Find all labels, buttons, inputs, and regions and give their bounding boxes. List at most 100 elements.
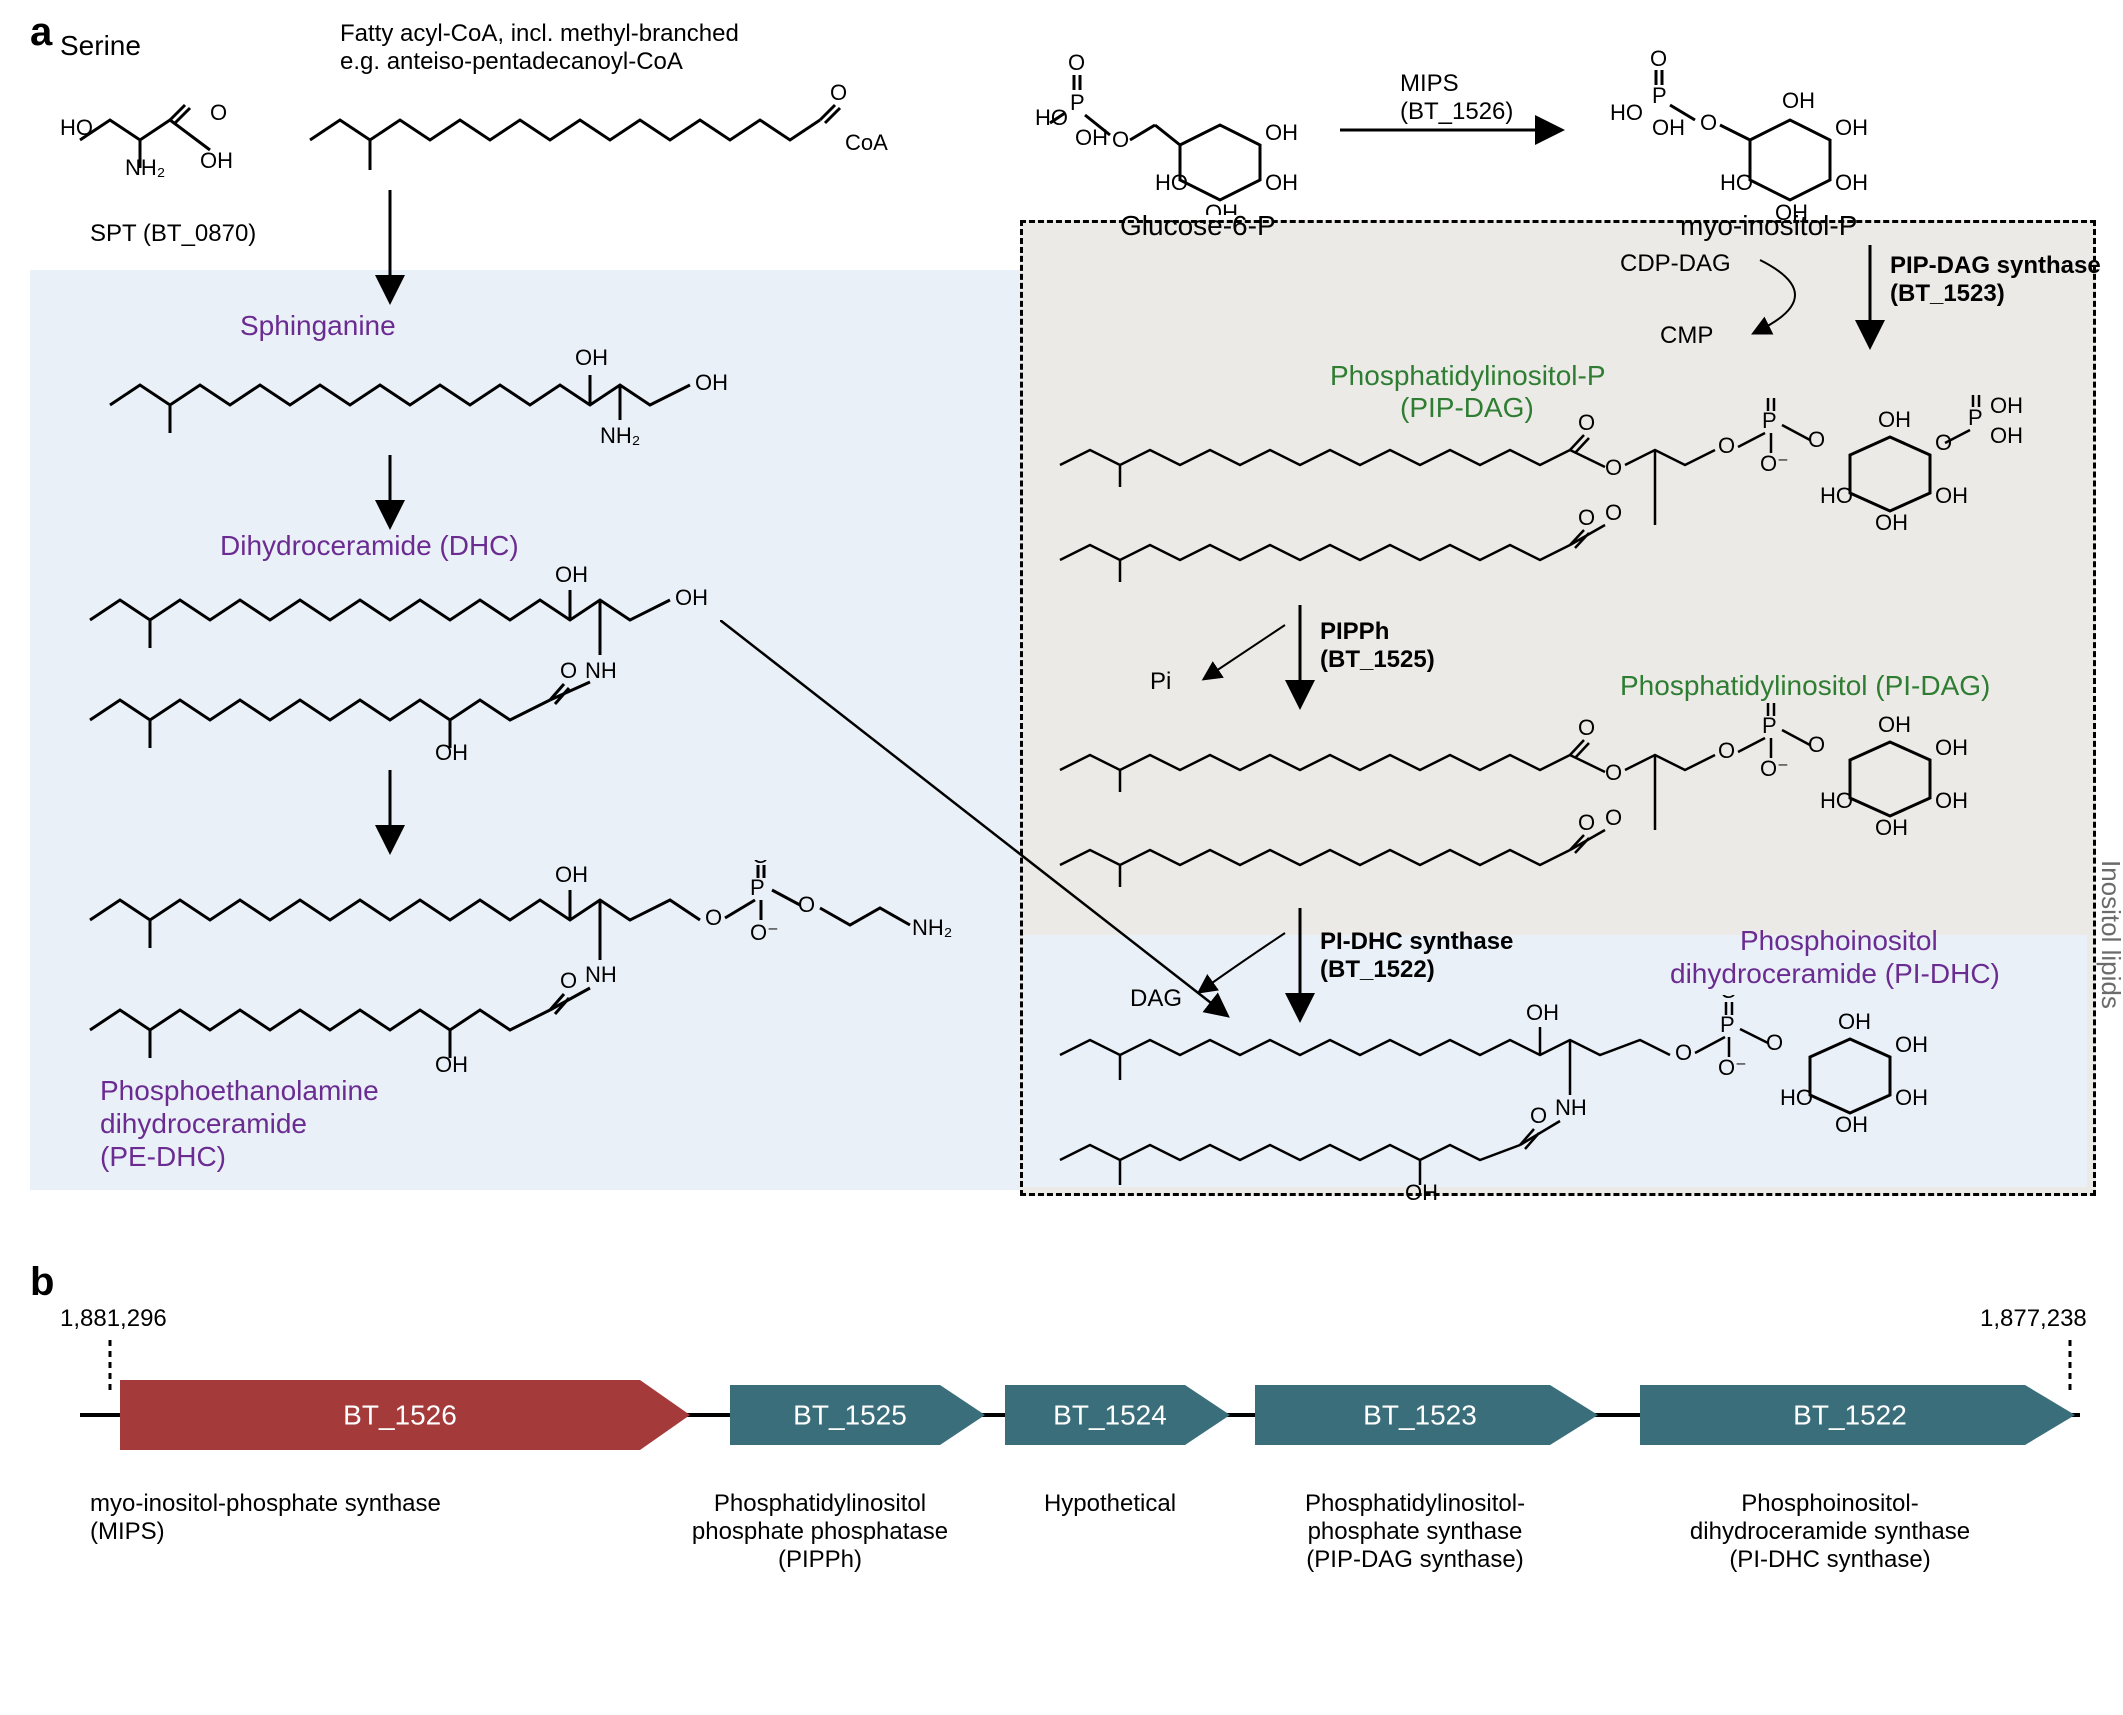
svg-text:O: O (210, 100, 227, 125)
svg-text:O⁻: O⁻ (1718, 1055, 1747, 1080)
gene-bt1526: BT_1526 (120, 1380, 690, 1450)
pidag-structure: O O O P O O⁻ O OH OH OH HO OH O O (1050, 700, 2080, 910)
svg-text:OH: OH (1935, 735, 1968, 760)
svg-text:P: P (1720, 1012, 1735, 1037)
svg-text:NH: NH (585, 962, 617, 987)
svg-text:O: O (1718, 433, 1735, 458)
svg-text:BT_1526: BT_1526 (343, 1399, 457, 1430)
arrow-spt (370, 190, 410, 310)
gene-arrows: BT_1526 BT_1525 BT_1524 BT_1523 BT_1522 (50, 1360, 2090, 1480)
glc6p-label: Glucose-6-P (1120, 210, 1276, 242)
arrow-dhc (370, 455, 410, 535)
cmp-label: CMP (1660, 322, 1713, 350)
coord-right: 1,877,238 (1980, 1305, 2087, 1333)
svg-text:O: O (1112, 127, 1129, 152)
svg-text:OH: OH (1895, 1032, 1928, 1057)
svg-text:NH₂: NH₂ (125, 155, 165, 180)
svg-text:OH: OH (1838, 1009, 1871, 1034)
svg-text:OH: OH (1782, 88, 1815, 113)
sphinganine-structure: OH NH₂ OH (100, 335, 860, 455)
svg-text:O: O (830, 80, 847, 105)
coord-left: 1,881,296 (60, 1305, 167, 1333)
pidhc-structure: OH O P O O⁻ O OH OH OH HO OH NH OH O (1050, 995, 2080, 1205)
svg-text:P: P (1968, 405, 1983, 430)
dhc-label: Dihydroceramide (DHC) (220, 530, 519, 562)
svg-text:O: O (1605, 455, 1622, 480)
svg-text:NH₂: NH₂ (600, 423, 640, 448)
arrow-pidag (1190, 605, 1340, 715)
svg-text:NH: NH (1555, 1095, 1587, 1120)
svg-text:O: O (1605, 760, 1622, 785)
serine-label: Serine (60, 30, 141, 62)
svg-text:NH: NH (585, 658, 617, 683)
svg-text:OH: OH (200, 148, 233, 173)
svg-text:OH: OH (575, 345, 608, 370)
svg-text:O: O (1700, 110, 1717, 135)
glucose6p-structure: OH OH OH HO O P O HO OH (1030, 25, 1330, 215)
pidhc-name-1: Phosphoinositol (1740, 925, 1938, 957)
svg-text:BT_1524: BT_1524 (1053, 1399, 1167, 1430)
pipdag-synthase-label-1: PIP-DAG synthase (1890, 252, 2101, 280)
svg-text:O: O (1675, 1040, 1692, 1065)
serine-structure: HO NH₂ O OH (60, 60, 260, 210)
figure-root: a Inositol lipids Serine HO NH₂ O OH Fat… (0, 0, 2123, 1715)
svg-text:P: P (1762, 408, 1777, 433)
spt-label: SPT (BT_0870) (90, 220, 256, 248)
pidag-name: Phosphatidylinositol (PI-DAG) (1620, 670, 1990, 702)
svg-text:OH: OH (435, 740, 468, 760)
mips-bt-label: (BT_1526) (1400, 98, 1513, 126)
svg-text:HO: HO (1720, 170, 1753, 195)
svg-text:P: P (1070, 90, 1085, 115)
svg-text:O: O (1578, 715, 1595, 740)
svg-text:OH: OH (1835, 1112, 1868, 1137)
svg-text:BT_1523: BT_1523 (1363, 1399, 1477, 1430)
pidhc-name-2: dihydroceramide (PI-DHC) (1670, 958, 2000, 990)
svg-text:OH: OH (1895, 1085, 1928, 1110)
inositol-side-label: Inositol lipids (2095, 860, 2123, 1009)
svg-text:O: O (560, 968, 577, 993)
svg-text:OH: OH (1526, 1000, 1559, 1025)
svg-text:O: O (1578, 810, 1595, 835)
svg-text:OH: OH (555, 562, 588, 587)
svg-text:O: O (1808, 427, 1825, 452)
svg-text:HO: HO (1610, 100, 1643, 125)
pidhc-synthase-label-1: PI-DHC synthase (1320, 928, 1513, 956)
pipdag-name-1: Phosphatidylinositol-P (1330, 360, 1606, 392)
svg-text:O: O (1605, 805, 1622, 830)
gene-desc-1526: myo-inositol-phosphate synthase(MIPS) (90, 1490, 540, 1546)
svg-text:O: O (1718, 738, 1735, 763)
svg-text:OH: OH (1075, 125, 1108, 150)
svg-text:OH: OH (695, 370, 728, 395)
svg-text:O: O (1808, 732, 1825, 757)
svg-text:OH: OH (1935, 788, 1968, 813)
svg-text:O: O (1935, 430, 1952, 455)
svg-text:HO: HO (1155, 170, 1188, 195)
svg-text:O: O (1762, 700, 1779, 705)
svg-text:BT_1522: BT_1522 (1793, 1399, 1907, 1430)
gene-desc-1523: Phosphatidylinositol-phosphate synthase(… (1240, 1490, 1590, 1574)
svg-text:O: O (1530, 1103, 1547, 1128)
svg-text:OH: OH (675, 585, 708, 610)
mips-label: MIPS (1400, 70, 1459, 98)
pipdag-synthase-label-2: (BT_1523) (1890, 280, 2005, 308)
gene-bt1522: BT_1522 (1640, 1385, 2075, 1445)
svg-text:HO: HO (60, 115, 93, 140)
svg-text:HO: HO (1820, 788, 1853, 813)
fatty-label-1: Fatty acyl-CoA, incl. methyl-branched (340, 20, 739, 48)
svg-text:OH: OH (1990, 423, 2023, 448)
svg-text:HO: HO (1780, 1085, 1813, 1110)
gene-desc-1524: Hypothetical (1000, 1490, 1220, 1518)
svg-text:O: O (1068, 50, 1085, 75)
svg-text:P: P (1762, 713, 1777, 738)
arrow-pipdag (1720, 245, 1900, 355)
panel-a-letter: a (30, 10, 52, 55)
mip-label: myo-inositol-P (1680, 210, 1857, 242)
svg-text:O⁻: O⁻ (1760, 451, 1789, 476)
pi-byproduct-label: Pi (1150, 668, 1171, 696)
svg-text:O: O (1578, 505, 1595, 530)
myo-inositol-p-structure: OH OH OH HO OH O P O HO OH (1590, 30, 1910, 220)
svg-text:HO: HO (1820, 483, 1853, 508)
svg-text:OH: OH (1265, 170, 1298, 195)
pedhc-label-3: (PE-DHC) (100, 1141, 226, 1173)
svg-text:O: O (1605, 500, 1622, 525)
